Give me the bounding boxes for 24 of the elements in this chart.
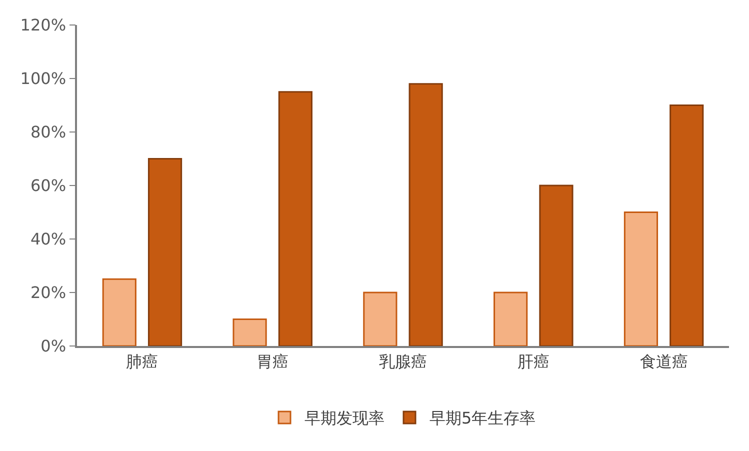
y-tick-label: 0% <box>40 336 66 356</box>
y-tick-label: 80% <box>30 122 66 142</box>
x-tick-label: 食道癌 <box>640 352 688 371</box>
legend-label: 早期5年生存率 <box>430 408 536 428</box>
bar <box>670 104 704 346</box>
bar <box>232 318 267 346</box>
x-tick-label: 肝癌 <box>517 352 550 371</box>
y-tick-label: 40% <box>30 230 66 249</box>
bar <box>539 184 574 346</box>
y-tick-label: 20% <box>30 283 66 302</box>
y-tick-label: 100% <box>20 69 66 88</box>
bar <box>494 292 528 346</box>
x-tick-label: 乳腺癌 <box>379 352 427 371</box>
legend-label: 早期发现率 <box>304 408 384 428</box>
x-tick-label: 肺癌 <box>126 352 158 371</box>
bar <box>408 83 443 346</box>
y-tick-label: 60% <box>30 176 66 196</box>
bar <box>363 292 398 346</box>
bar <box>148 158 182 346</box>
bar <box>102 278 136 346</box>
x-tick-label: 胃癌 <box>256 352 289 371</box>
y-tick-label: 120% <box>20 16 66 35</box>
bar <box>278 91 312 346</box>
bar <box>624 212 658 346</box>
